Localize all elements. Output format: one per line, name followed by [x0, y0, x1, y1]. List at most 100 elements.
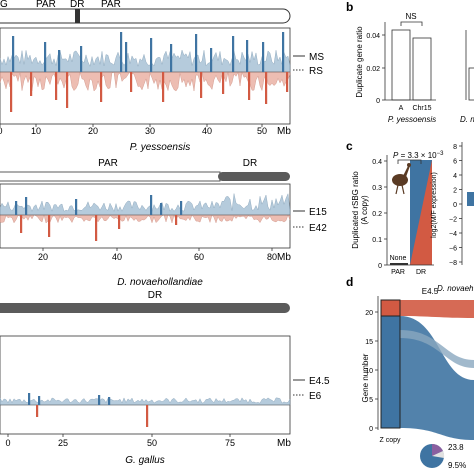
track-plot-2: 20 40 60 80 E15 E42 Mb D. novaehollandiae [0, 183, 327, 288]
plot3-species: G. gallus [125, 455, 164, 466]
panel-c-right-ylabel: log2(M/F expression) [431, 172, 438, 238]
track-bar-up [44, 42, 47, 72]
track-bar-down [36, 405, 39, 417]
track-bar-up [180, 201, 183, 215]
panel-c-ytick-label: 0.1 [372, 237, 382, 244]
panel-d-ytick-label: 5 [369, 397, 373, 404]
panel-c-right-ytick-label: −8 [449, 260, 457, 267]
x-tick-label: 20 [38, 252, 48, 262]
panel-d-pie-label-1: 23.8 [448, 443, 464, 452]
chromosome-dr-marker [75, 9, 80, 23]
track-bar-down [175, 215, 178, 225]
panel-c-par-bar [390, 263, 408, 265]
panel-c-right-ytick-label: −2 [449, 217, 457, 224]
panel-b-bar-chr15 [412, 37, 432, 101]
panel-c-right-ytick-label: 2 [453, 188, 457, 195]
panel-c-letter: c [346, 139, 353, 153]
track-bar-up [80, 46, 83, 72]
chrom1-label-par-left: PAR [36, 0, 56, 10]
chrom2-label-dr: DR [243, 158, 257, 169]
panel-d-ytick-label: 0 [369, 426, 373, 433]
track-area-up [0, 397, 291, 406]
x-tick-label: 50 [147, 438, 157, 448]
track-bar-up [38, 396, 41, 405]
track-plot-1: 0 10 20 30 40 50 MS RS Mb P. yessoensis [0, 27, 324, 153]
chromosome-bar-2-par [0, 171, 221, 182]
panel-c-xcat-par: PAR [391, 269, 405, 276]
plot1-x-unit: Mb [277, 126, 291, 137]
panel-c-ylabel-2: (A copy) [360, 195, 369, 225]
panel-c: c P = 3.3 × 10−3 Duplicated rSBG ratio (… [346, 139, 474, 293]
track-bar-down [200, 72, 203, 98]
track-bar-down [10, 72, 13, 112]
x-tick-label: 10 [31, 126, 41, 136]
track-bar-down [100, 72, 103, 102]
panel-c-sig-bracket [397, 159, 422, 164]
track-plot-3: 0 25 50 75 E4.5 E6 Mb G. gallus [0, 335, 330, 466]
track-bar-up [195, 34, 198, 72]
panel-c-right-ytick-label: −6 [449, 246, 457, 253]
panel-c-dr-bar-red [410, 160, 432, 265]
x-tick-label: 40 [202, 126, 212, 136]
panel-b-ytick-004: 0.04 [366, 33, 380, 40]
panel-b-sig-bracket [400, 21, 423, 26]
panel-d-ytick-label: 15 [365, 339, 373, 346]
panel-b-letter: b [346, 0, 353, 14]
x-tick-label: 60 [194, 252, 204, 262]
track-bar-down [162, 72, 165, 102]
panel-d-stack-red [380, 299, 401, 317]
panel-b-species-1: P. yessoensis [388, 115, 436, 124]
track-bar-down [55, 72, 58, 100]
panel-c-right-ytick-label: −4 [449, 231, 457, 238]
panel-d-letter: d [346, 275, 353, 289]
panel-b-ylabel: Duplicate gene ratio [355, 26, 364, 98]
plot2-legend-dotted: E42 [309, 223, 327, 234]
chrom2-label-par: PAR [98, 158, 118, 169]
panel-c-ytick-label: 0.2 [372, 211, 382, 218]
track-bar-up [246, 40, 249, 72]
panel-d-ytick-label: 10 [365, 368, 373, 375]
plot2-legend-solid: E15 [309, 207, 327, 218]
panel-c-pvalue-exp: −3 [437, 151, 445, 157]
track-bar-down [95, 215, 98, 241]
panel-b-ytick-0: 0 [376, 98, 380, 105]
panel-b-ytick-002: 0.02 [366, 66, 380, 73]
panel-c-ytick-label: 0 [378, 263, 382, 270]
x-tick-label: 25 [58, 438, 68, 448]
chrom1-label-par-right: PAR [101, 0, 121, 10]
chromosome-bar-1 [0, 8, 291, 24]
plot1-frame [0, 27, 291, 125]
x-tick-label: 20 [88, 126, 98, 136]
panel-c-right-ytick-label: 6 [453, 159, 457, 166]
x-tick-label: 0 [0, 126, 3, 136]
chrom1-label-g: G [0, 0, 8, 10]
plot3-legend-dotted: E6 [309, 391, 322, 402]
panel-c-pvalue-body: = 3.3 × 10 [398, 151, 437, 160]
track-bar-down [222, 72, 225, 94]
track-bar-up [58, 50, 61, 72]
track-bar-down [265, 72, 268, 104]
plot1-legend-solid: MS [309, 52, 324, 63]
track-bar-down [146, 405, 149, 427]
track-bar-up [15, 201, 18, 215]
track-bar-up [98, 395, 101, 405]
chromosome-bar-2-dr [218, 172, 290, 181]
track-bar-up [232, 36, 235, 72]
plot3-frame [0, 335, 291, 435]
panel-b-species-2: D. n [460, 115, 474, 124]
x-tick-label: 40 [112, 252, 122, 262]
track-area-down [0, 71, 291, 92]
track-bar-up [108, 397, 111, 405]
track-bar-up [150, 195, 153, 215]
panel-c-right-ytick-label: 4 [453, 173, 457, 180]
track-bar-down [66, 72, 69, 108]
plot2-species: D. novaehollandiae [117, 277, 203, 288]
x-tick-label: 80 [267, 252, 277, 262]
panel-d-pie-label-2: 9.5% [448, 461, 466, 470]
track-area-up [0, 193, 291, 216]
track-bar-up [75, 199, 78, 215]
panel-c-right-ytick-label: 0 [453, 202, 457, 209]
